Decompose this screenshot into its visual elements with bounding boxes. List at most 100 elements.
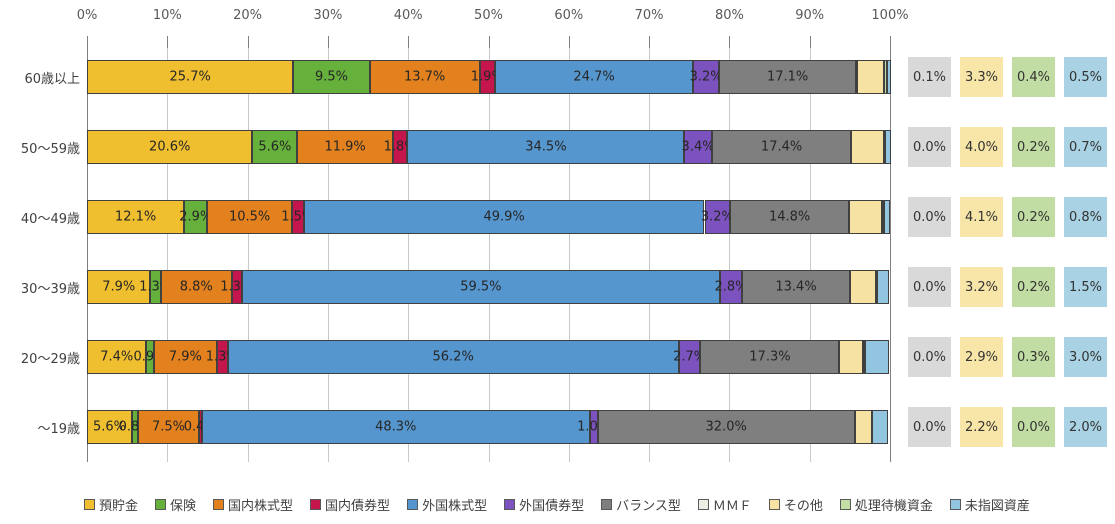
gridline [809,36,811,462]
side-value-cell: 0.0% [1012,407,1055,447]
side-value-cell: 0.0% [908,127,951,167]
segment-value-label: 7.5% [151,419,186,435]
legend-label: 国内債券型 [325,499,391,514]
segment-value-label: 11.9% [324,139,366,155]
bar-segment [865,340,890,374]
side-value-cell: 0.2% [1012,197,1055,237]
bar-segment [839,340,863,374]
segment-value-label: 14.8% [768,209,811,225]
axis-tick [729,36,731,48]
bar-segment: 20.6% [87,130,253,164]
side-value-cell: 0.0% [908,407,951,447]
bar-row: 5.6% 0.8% 7.5% 0.4% 48.3% 1.0% 32.0% [87,410,890,444]
legend-item: 保険 [155,495,196,514]
side-value-cell: 3.0% [1064,337,1107,377]
legend-swatch-icon [949,499,961,510]
gridline [890,36,891,462]
axis-tick [87,36,88,48]
legend-label: その他 [783,499,823,514]
side-value-cell: 0.5% [1064,57,1107,97]
axis-tick [488,36,490,48]
bar-segment: 1.3% [220,270,253,304]
segment-value-label: 5.6% [92,419,126,435]
bar-segment: 8.8% [160,270,232,304]
legend-label: 預貯金 [99,499,139,514]
category-label: 30〜39歳 [20,282,80,297]
segment-value-label: 24.7% [573,69,615,85]
category-label: 40〜49歳 [20,212,80,227]
segment-value-label: 17.1% [766,69,809,85]
gridline [488,36,490,462]
bar-segment: 59.5% [241,270,720,304]
gridline [408,36,410,462]
x-tick-label: 60% [554,8,584,23]
bar-segment: 7.4% [87,340,147,374]
x-tick-label: 0% [76,8,98,23]
bar-segment: 17.4% [711,130,852,164]
bar-segment: 9.5% [293,60,370,94]
axis-tick [649,36,651,48]
bar-segment: 5.6% [252,130,298,164]
bar-segment [872,410,889,444]
side-value-cell: 0.0% [908,267,951,307]
bar-segment: 5.6% [87,410,132,444]
bar-segment: 2.8% [714,270,748,304]
bar-segment: 1.3% [206,340,239,374]
legend-swatch-icon [839,499,851,510]
segment-value-label: 12.1% [114,209,157,225]
bar-segment: 2.9% [179,200,212,234]
side-value-cell: 2.9% [960,337,1003,377]
x-tick-label: 40% [393,8,423,23]
segment-value-label: 8.8% [179,279,213,295]
segment-value-label: 34.5% [525,139,567,155]
axis-tick [890,36,891,48]
legend-item: 外国株式型 [407,495,487,514]
bar-row: 7.9% 1.3% 8.8% 1.3% 59.5% 2.8% 13.4% [87,270,890,304]
legend-item: バランス型 [601,495,681,514]
legend-swatch-icon [768,499,780,510]
segment-value-label: 3.2% [689,69,723,85]
bar-segment [849,200,882,234]
bar-segment: 13.4% [742,270,850,304]
bar-segment: 17.3% [700,340,840,374]
side-value-cell: 4.0% [960,127,1003,167]
bar-segment [877,270,890,304]
segment-value-label: 13.4% [775,279,817,295]
bar-segment: 2.7% [673,340,706,374]
bar-segment: 1.0% [577,410,610,444]
gridline [87,36,88,462]
side-value-cell: 2.2% [960,407,1003,447]
bar-segment [849,270,876,304]
side-value-cell: 4.1% [960,197,1003,237]
bar-segment: 1.5% [281,200,314,234]
axis-tick [247,36,249,48]
legend-label: 保険 [170,499,197,514]
legend-label: 外国株式型 [422,499,488,514]
side-value-cell: 1.5% [1064,267,1107,307]
axis-tick [167,36,169,48]
legend-label: ＭＭＦ [712,499,752,514]
legend-item: 預貯金 [84,495,138,514]
segment-value-label: 59.5% [460,279,502,295]
side-value-cell: 0.0% [908,337,951,377]
legend-item: 処理待機資金 [839,495,933,514]
segment-value-label: 10.5% [228,209,271,225]
legend-swatch-icon [213,499,225,510]
x-tick-label: 80% [714,8,744,23]
legend-swatch-icon [697,499,709,510]
legend-label: バランス型 [616,499,681,514]
bar-segment: 32.0% [597,410,855,444]
bar-segment: 13.7% [369,60,480,94]
bar-segment [875,270,878,304]
bar-segment: 14.8% [730,200,850,234]
segment-value-label: 49.9% [483,209,525,225]
x-tick-label: 90% [795,8,825,23]
bar-segment: 34.5% [407,130,685,164]
gridline [568,36,570,462]
legend-item: 国内債券型 [310,495,390,514]
side-value-cell: 0.7% [1064,127,1107,167]
legend-item: 外国債券型 [504,495,584,514]
bar-segment: 12.1% [87,200,185,234]
bar-segment: 49.9% [303,200,705,234]
